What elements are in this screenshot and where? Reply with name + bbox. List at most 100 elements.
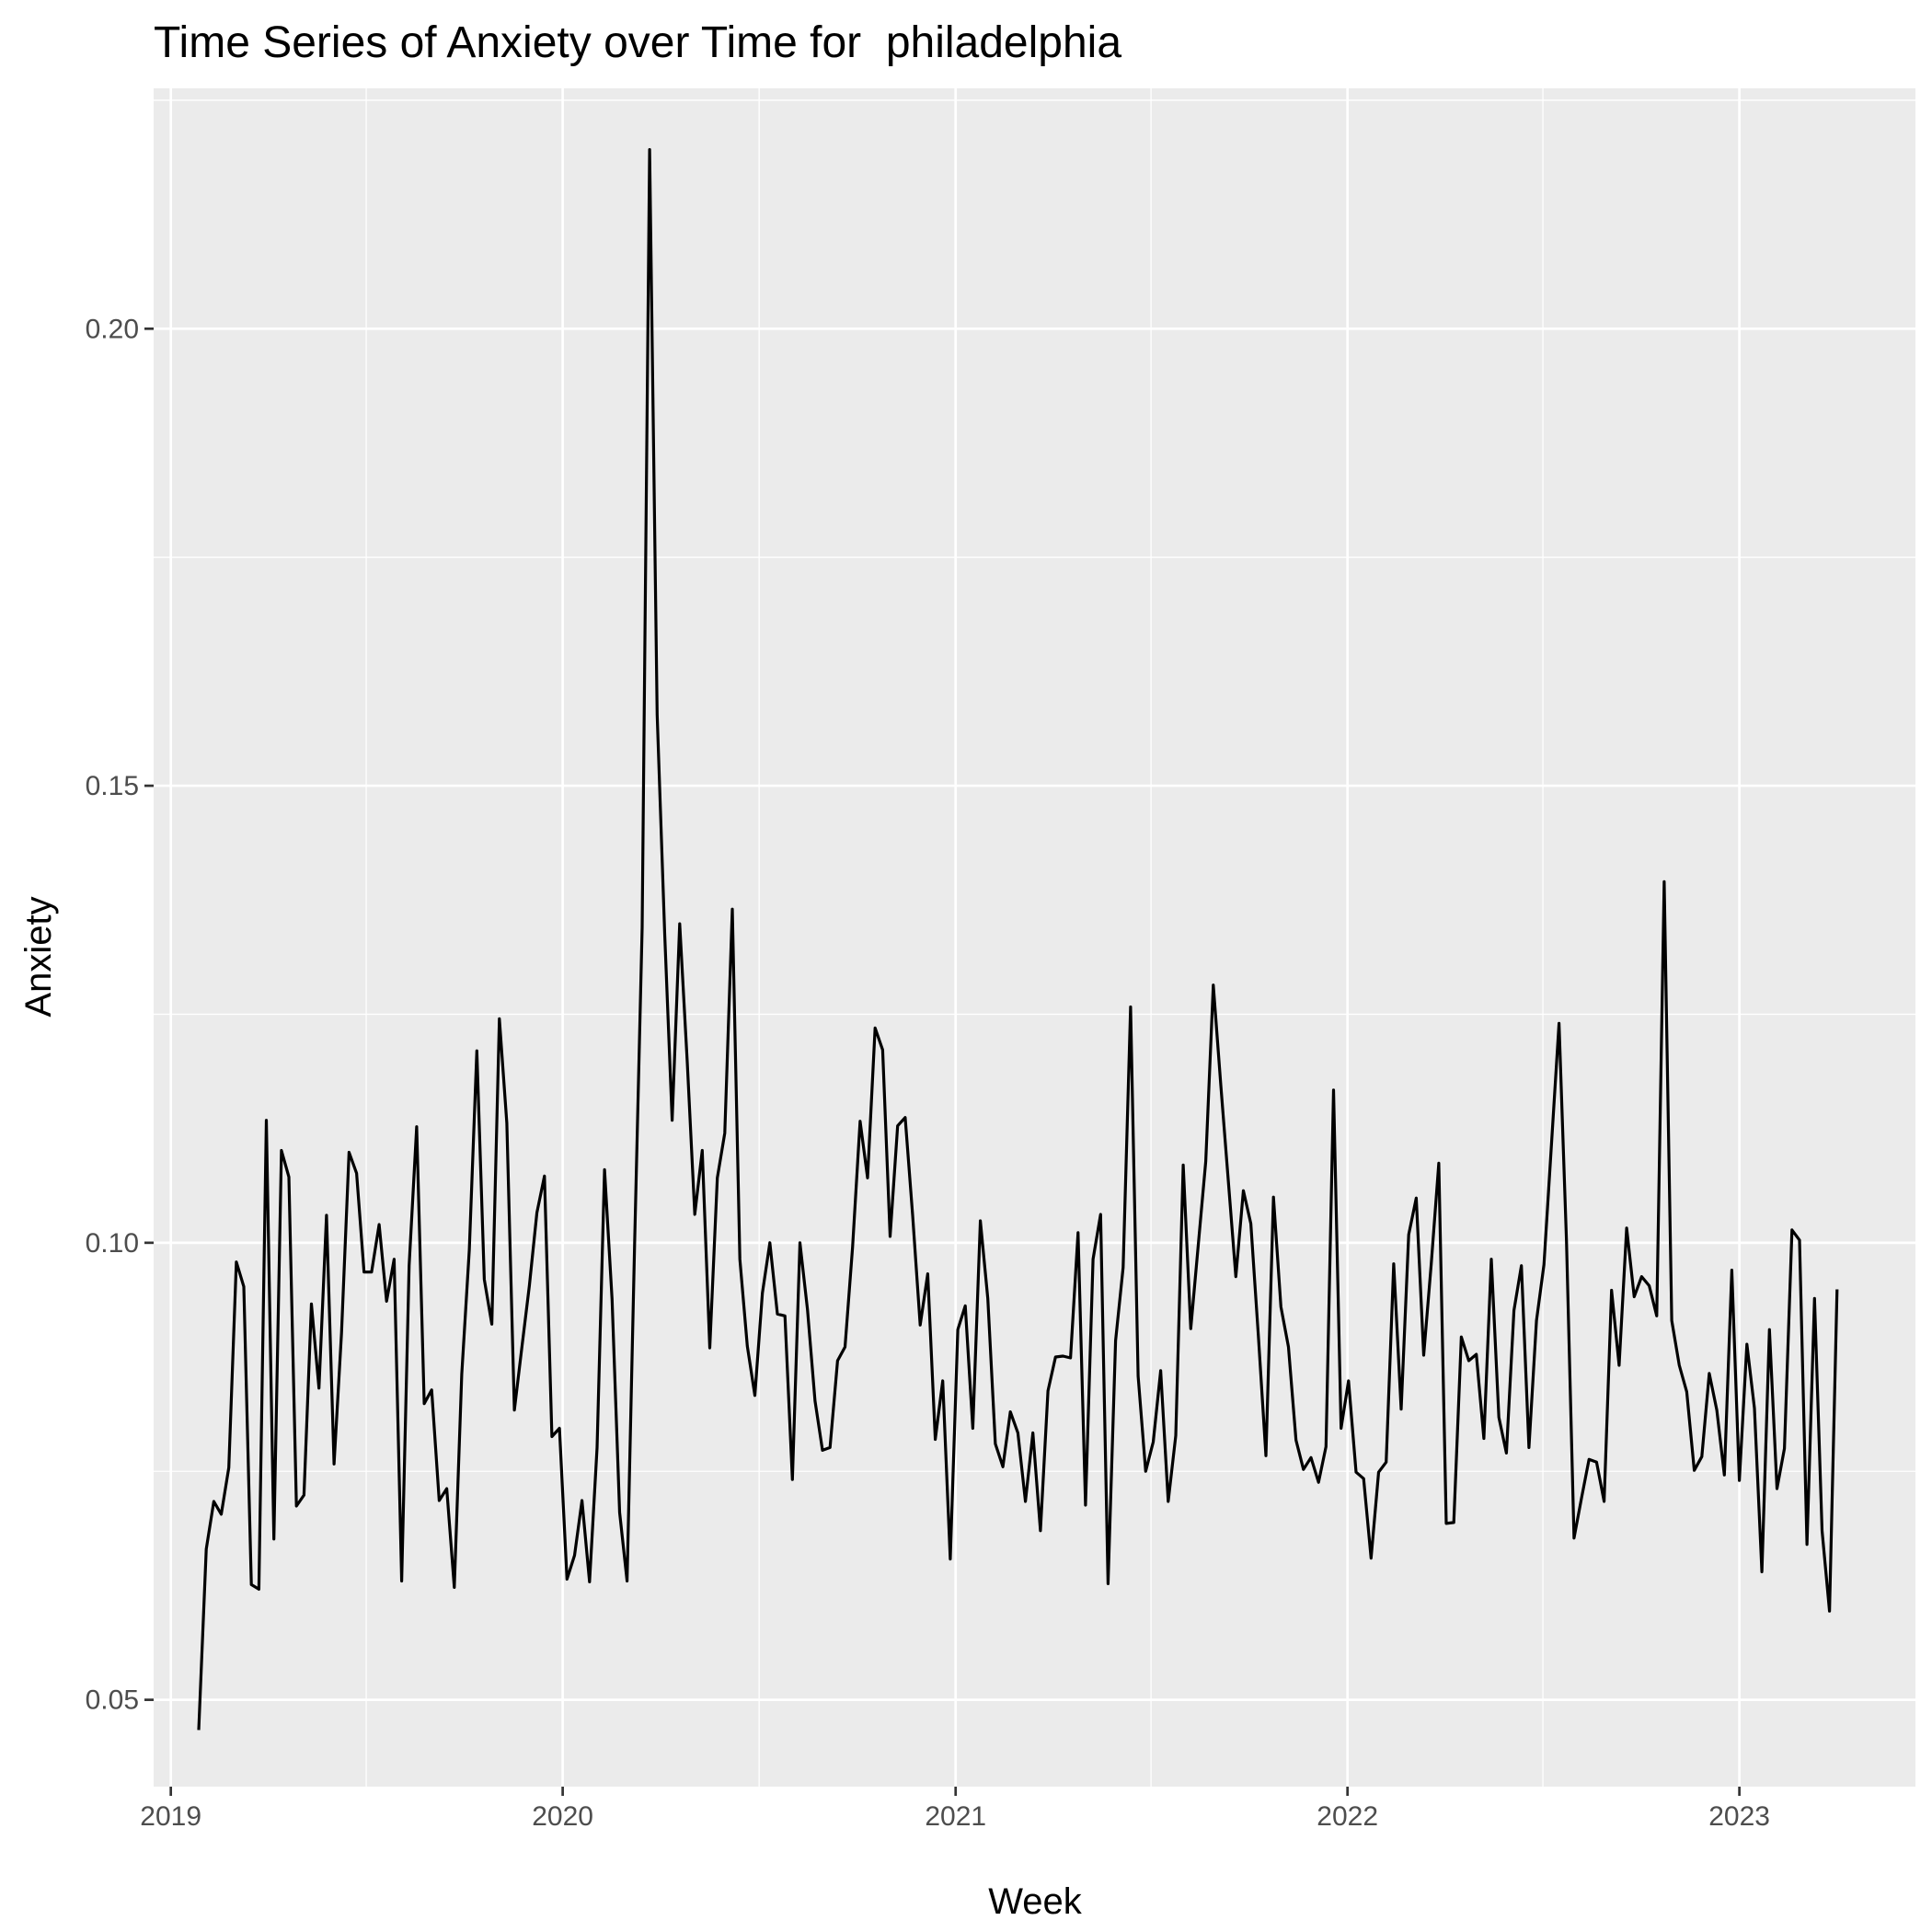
data-point	[604, 1168, 606, 1171]
data-point	[431, 1388, 433, 1391]
y-axis-title: Anxiety	[18, 896, 59, 1017]
data-point	[1054, 1356, 1057, 1359]
data-point	[1294, 1439, 1297, 1442]
data-point	[1039, 1529, 1041, 1532]
data-point	[1047, 1389, 1050, 1392]
data-point	[1453, 1521, 1455, 1524]
data-point	[678, 923, 681, 926]
data-point	[1242, 1190, 1245, 1192]
data-point	[784, 1315, 787, 1317]
data-point	[1370, 1557, 1373, 1559]
data-point	[1588, 1458, 1591, 1461]
data-point	[768, 1241, 771, 1244]
data-point	[1685, 1390, 1688, 1393]
data-point	[378, 1224, 381, 1226]
data-point	[626, 1580, 628, 1582]
data-point	[1317, 1481, 1320, 1484]
data-point	[1482, 1437, 1485, 1440]
data-point	[535, 1212, 538, 1214]
data-point	[813, 1399, 816, 1402]
data-point	[1392, 1262, 1395, 1265]
data-point	[1790, 1228, 1793, 1231]
data-point	[919, 1324, 922, 1327]
data-point	[1137, 1374, 1140, 1377]
data-point	[1821, 1529, 1823, 1532]
data-point	[1355, 1471, 1358, 1474]
data-point	[829, 1446, 832, 1449]
data-point	[708, 1347, 711, 1350]
data-point	[528, 1284, 531, 1287]
data-point	[310, 1303, 313, 1305]
data-point	[227, 1466, 230, 1469]
data-point	[1708, 1372, 1710, 1374]
data-point	[1347, 1379, 1350, 1382]
data-point	[573, 1554, 576, 1557]
data-point	[941, 1379, 944, 1382]
data-point	[1437, 1162, 1440, 1165]
data-point	[400, 1580, 403, 1582]
data-point	[596, 1446, 599, 1449]
x-tick-label: 2020	[532, 1801, 593, 1832]
x-axis-title: Week	[988, 1881, 1083, 1922]
data-point	[926, 1272, 929, 1275]
data-point	[498, 1018, 500, 1020]
data-point	[806, 1308, 809, 1311]
data-point	[1633, 1295, 1636, 1298]
data-point	[340, 1332, 343, 1335]
data-point	[1828, 1610, 1831, 1613]
data-point	[822, 1449, 824, 1452]
data-point	[1678, 1364, 1681, 1367]
data-point	[543, 1175, 546, 1178]
data-point	[1460, 1336, 1463, 1339]
data-point	[476, 1050, 478, 1052]
data-point	[889, 1235, 891, 1237]
data-point	[288, 1176, 291, 1179]
data-point	[1422, 1354, 1425, 1357]
data-point	[1738, 1479, 1741, 1482]
data-point	[1190, 1328, 1192, 1330]
data-point	[1671, 1319, 1673, 1322]
data-point	[761, 1292, 764, 1294]
chart-title: Time Series of Anxiety over Time for phi…	[154, 18, 1121, 67]
data-point	[258, 1588, 260, 1591]
data-point	[957, 1328, 960, 1331]
data-point	[1107, 1582, 1110, 1585]
data-point	[1235, 1275, 1237, 1278]
data-point	[1731, 1269, 1733, 1271]
data-point	[205, 1547, 208, 1550]
data-point	[1527, 1446, 1530, 1449]
data-point	[1617, 1364, 1620, 1367]
data-point	[1693, 1469, 1696, 1472]
data-point	[1430, 1262, 1432, 1265]
data-point	[723, 1132, 726, 1134]
data-point	[1325, 1445, 1328, 1448]
data-point	[1610, 1289, 1613, 1292]
data-point	[1716, 1409, 1719, 1411]
data-point	[1475, 1353, 1478, 1356]
data-point	[1565, 1239, 1568, 1242]
data-point	[1467, 1360, 1470, 1363]
data-point	[1558, 1022, 1560, 1025]
data-point	[1813, 1297, 1816, 1300]
data-point	[362, 1271, 365, 1273]
data-point	[716, 1177, 719, 1179]
data-point	[671, 1119, 673, 1121]
data-point	[1768, 1328, 1771, 1331]
series-layer	[197, 148, 1839, 1731]
y-tick-label: 0.20	[86, 314, 139, 344]
data-point	[1017, 1432, 1019, 1434]
data-point	[994, 1443, 996, 1445]
data-point	[1700, 1455, 1703, 1458]
data-point	[1505, 1452, 1508, 1455]
data-point	[250, 1583, 253, 1586]
data-point	[1084, 1504, 1087, 1507]
data-point	[851, 1246, 854, 1248]
data-point	[1408, 1233, 1410, 1236]
data-point	[753, 1394, 756, 1397]
y-axis: 0.05 0.10 0.15 0.20	[86, 314, 154, 1716]
data-point	[355, 1172, 358, 1175]
data-point	[633, 1242, 636, 1245]
data-point	[858, 1120, 861, 1122]
data-point	[213, 1501, 215, 1503]
